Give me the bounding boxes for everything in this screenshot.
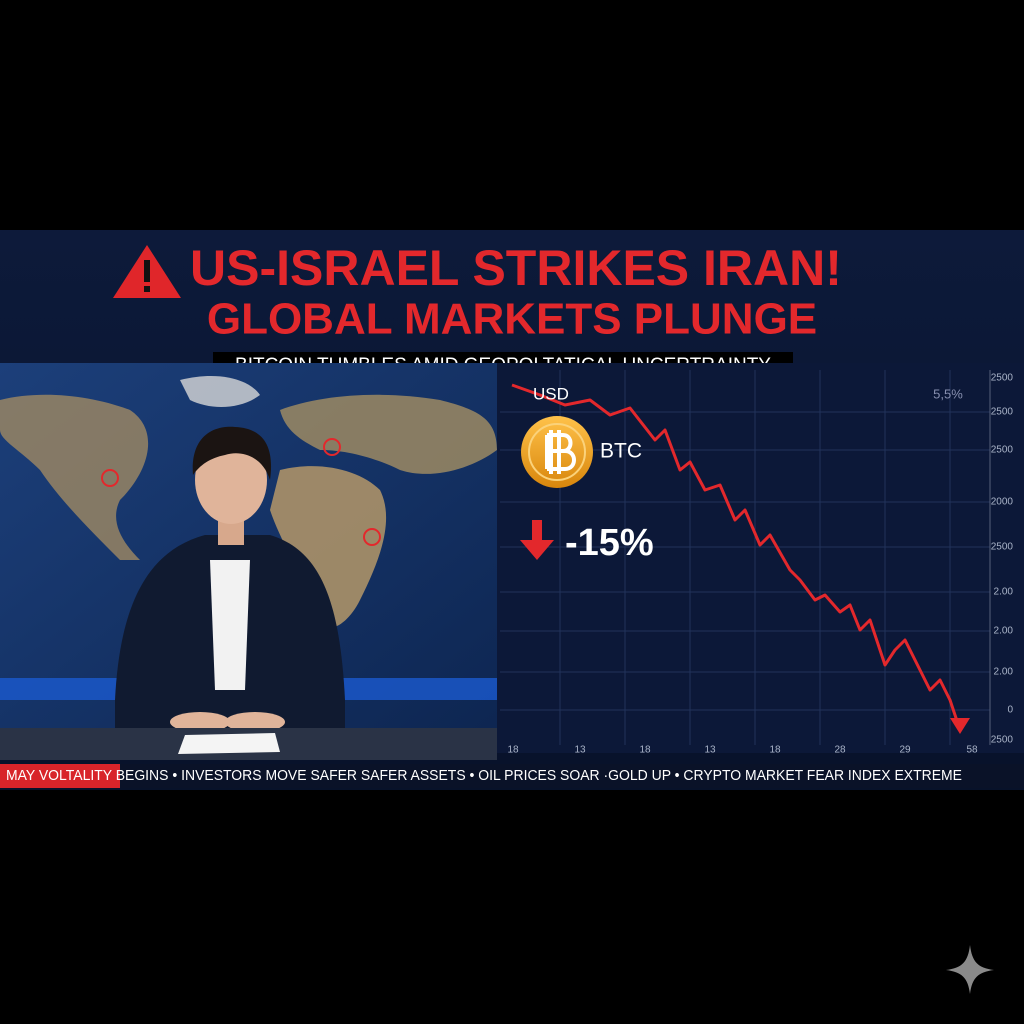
ticker-bar bbox=[0, 764, 1024, 788]
bitcoin-icon bbox=[521, 416, 593, 488]
chart-panel bbox=[497, 363, 1024, 753]
papers bbox=[178, 733, 280, 754]
y-axis-label: 2500 bbox=[991, 735, 1014, 746]
x-axis-label: 13 bbox=[704, 745, 716, 756]
y-axis-label: 2.00 bbox=[994, 667, 1014, 678]
x-axis-label: 58 bbox=[966, 745, 978, 756]
x-axis-label: 18 bbox=[507, 745, 519, 756]
y-axis-label: 2000 bbox=[991, 497, 1014, 508]
y-axis-label: 0 bbox=[1007, 705, 1013, 716]
x-axis-label: 18 bbox=[639, 745, 651, 756]
y-axis-label: 2500 bbox=[991, 373, 1014, 384]
x-axis-label: 13 bbox=[574, 745, 586, 756]
ticker-text: MAY VOLTALITY BEGINS • INVESTORS MOVE SA… bbox=[6, 767, 962, 784]
warning-icon bbox=[113, 245, 181, 298]
anchor bbox=[115, 426, 345, 732]
ticker-tag bbox=[0, 764, 120, 788]
watermark bbox=[946, 945, 994, 994]
corner-label: 5,5% bbox=[933, 386, 963, 401]
y-axis-label: 2500 bbox=[991, 407, 1014, 418]
asset-label: BTC bbox=[600, 440, 642, 463]
headline-line2: GLOBAL MARKETS PLUNGE bbox=[207, 295, 817, 344]
y-axis-label: 2.00 bbox=[994, 626, 1014, 637]
y-axis-label: 2.00 bbox=[994, 587, 1014, 598]
x-axis-label: 18 bbox=[769, 745, 781, 756]
x-axis: 18 13 18 13 18 28 29 58 bbox=[507, 745, 978, 756]
x-axis-label: 29 bbox=[899, 745, 911, 756]
down-arrow bbox=[520, 520, 554, 560]
currency-label: USD bbox=[533, 384, 569, 403]
headline-line1: US-ISRAEL STRIKES IRAN! bbox=[190, 240, 842, 296]
y-axis: 2500 2500 2500 2000 2500 2.00 2.00 2.00 0 2500 bbox=[991, 373, 1014, 746]
change-label: -15% bbox=[565, 522, 654, 564]
y-axis-label: 2500 bbox=[991, 445, 1014, 456]
y-axis-label: 2500 bbox=[991, 542, 1014, 553]
x-axis-label: 28 bbox=[834, 745, 846, 756]
